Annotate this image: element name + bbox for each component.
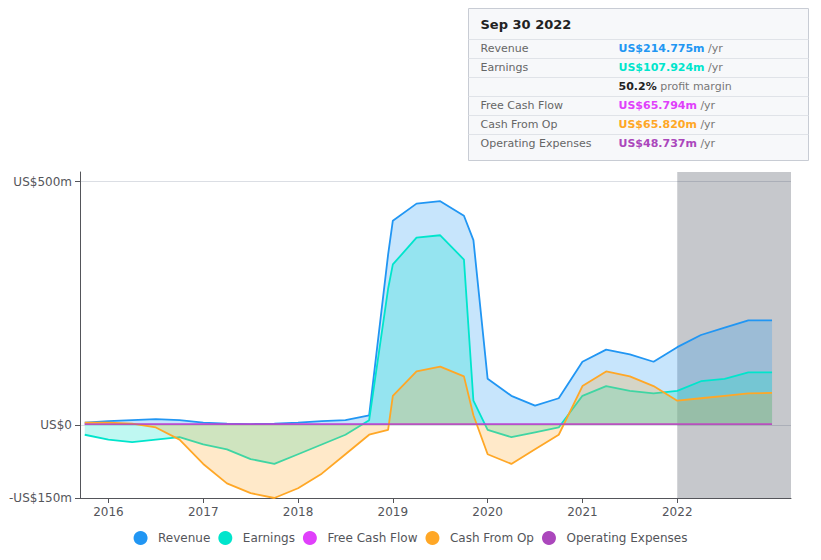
svg-text:/yr: /yr (700, 137, 715, 150)
svg-text:US$107.924m: US$107.924m (619, 61, 705, 74)
svg-text:2019: 2019 (378, 505, 409, 519)
svg-text:2021: 2021 (567, 505, 598, 519)
svg-text:50.2%: 50.2% (619, 80, 657, 93)
svg-text:US$0: US$0 (40, 418, 72, 432)
svg-text:Sep 30 2022: Sep 30 2022 (481, 17, 572, 32)
svg-text:2020: 2020 (472, 505, 503, 519)
svg-text:profit margin: profit margin (660, 80, 732, 93)
svg-text:Earnings: Earnings (481, 61, 529, 74)
svg-text:2017: 2017 (188, 505, 219, 519)
svg-text:Free Cash Flow: Free Cash Flow (481, 99, 564, 112)
svg-text:US$65.820m: US$65.820m (619, 118, 697, 131)
svg-text:Cash From Op: Cash From Op (450, 531, 534, 545)
svg-text:US$65.794m: US$65.794m (619, 99, 697, 112)
svg-text:Earnings: Earnings (243, 531, 295, 545)
svg-text:Revenue: Revenue (481, 42, 529, 55)
svg-text:Cash From Op: Cash From Op (481, 118, 558, 131)
svg-text:/yr: /yr (708, 61, 723, 74)
svg-text:Operating Expenses: Operating Expenses (566, 531, 687, 545)
svg-text:Operating Expenses: Operating Expenses (481, 137, 592, 150)
svg-text:US$214.775m: US$214.775m (619, 42, 705, 55)
svg-text:-US$150m: -US$150m (9, 491, 72, 505)
svg-text:Free Cash Flow: Free Cash Flow (327, 531, 417, 545)
svg-text:/yr: /yr (708, 42, 723, 55)
svg-text:Revenue: Revenue (158, 531, 210, 545)
svg-text:2022: 2022 (662, 505, 693, 519)
svg-text:US$48.737m: US$48.737m (619, 137, 697, 150)
svg-text:/yr: /yr (700, 99, 715, 112)
svg-text:/yr: /yr (700, 118, 715, 131)
svg-text:2016: 2016 (93, 505, 124, 519)
svg-text:2018: 2018 (283, 505, 314, 519)
svg-text:US$500m: US$500m (13, 175, 72, 189)
